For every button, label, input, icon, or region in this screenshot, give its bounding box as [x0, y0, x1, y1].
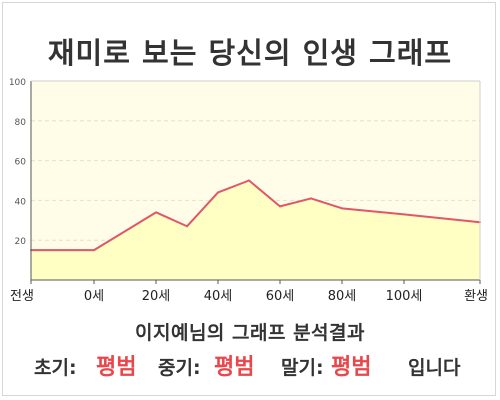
early-label: 초기:: [34, 357, 77, 379]
data-point: [310, 197, 312, 200]
middle-value: 평범: [214, 355, 255, 380]
data-point: [217, 191, 219, 194]
data-point: [186, 225, 188, 228]
x-tick-label: 40세: [204, 289, 233, 304]
y-tick-label: 20: [15, 237, 27, 247]
y-tick-label: 100: [9, 78, 26, 88]
x-tick-label: 60세: [266, 289, 295, 304]
result-line: 초기: 평범 중기: 평범 말기: 평범 입니다: [0, 344, 500, 380]
x-tick-label: 20세: [142, 289, 171, 304]
x-tick-label: 0세: [84, 289, 104, 304]
y-tick-label: 60: [15, 158, 27, 168]
y-tick-label: 40: [15, 197, 27, 207]
x-tick-label: 전생: [10, 289, 34, 304]
y-tick-label: 80: [15, 118, 27, 128]
middle-label: 중기:: [158, 357, 201, 379]
late-value: 평범: [331, 355, 372, 380]
series-area: [31, 180, 480, 280]
late-label: 말기:: [281, 357, 324, 379]
data-point: [341, 207, 343, 210]
result-suffix: 입니다: [408, 357, 461, 379]
data-point: [279, 205, 281, 208]
data-point: [93, 249, 95, 252]
early-value: 평범: [96, 355, 137, 380]
data-point: [403, 213, 405, 216]
page-title: 재미로 보는 당신의 인생 그래프: [47, 36, 453, 70]
analysis-subtitle: 이지예님의 그래프 분석결과: [135, 322, 365, 344]
data-point: [248, 179, 250, 182]
x-tick-label: 80세: [328, 289, 357, 304]
data-point: [155, 211, 157, 214]
x-tick-label: 환생: [464, 289, 488, 304]
x-tick-label: 100세: [386, 289, 423, 304]
